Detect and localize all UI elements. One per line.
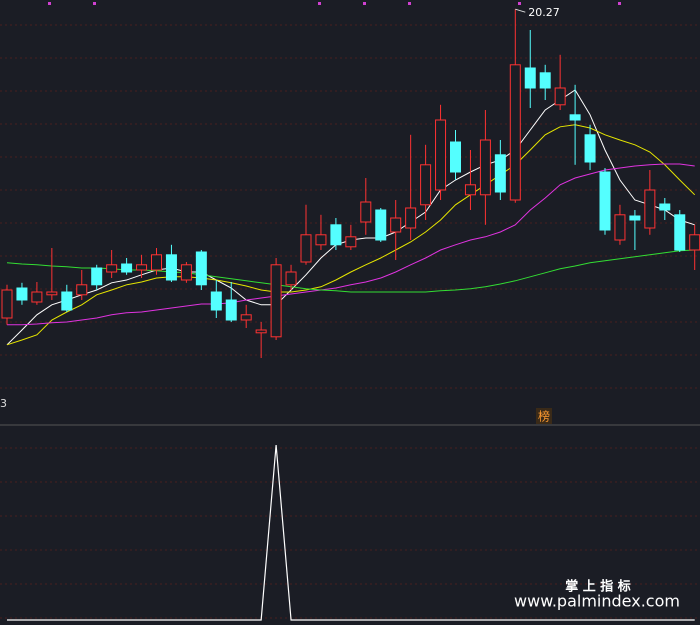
candle-body [569, 114, 581, 121]
candle-body [61, 291, 73, 311]
candle-body [46, 291, 58, 296]
candle-body [390, 217, 402, 233]
moving-average [7, 163, 695, 326]
candle-body [345, 236, 357, 248]
candle-body [300, 234, 312, 263]
candle-body [121, 263, 133, 273]
candle-body [240, 314, 252, 321]
candle-body [106, 264, 118, 273]
moving-average [6, 124, 696, 346]
candle-body [614, 214, 626, 241]
indicator-line [7, 444, 695, 621]
candle-body [1, 289, 13, 319]
candle-body [375, 209, 387, 241]
candle-body [689, 234, 700, 251]
candle-body [225, 299, 237, 321]
candle-body [91, 267, 103, 286]
candle-body [584, 134, 596, 163]
max-pointer [515, 8, 526, 13]
candle-body [315, 234, 327, 246]
candle-body [450, 141, 461, 173]
candle-body [16, 287, 28, 301]
candle-body [599, 171, 611, 231]
corner-label: 3 [0, 397, 7, 410]
candle-body [31, 291, 43, 303]
top-markers [48, 2, 621, 5]
candle-body [674, 214, 686, 251]
candle-body [644, 189, 656, 229]
max-label: 20.27 [528, 6, 560, 19]
candle-body [195, 251, 207, 286]
candle-body [136, 264, 148, 271]
candle-body [76, 284, 88, 296]
candle-body [479, 139, 491, 196]
candle-body [420, 164, 432, 206]
candle-body [464, 184, 476, 196]
candle-body [330, 224, 342, 246]
candle-body [285, 271, 297, 286]
candle-body [554, 87, 566, 106]
watermark-title: 掌 上 指 标 [565, 579, 631, 595]
candle-body [435, 119, 447, 191]
candle-body [255, 329, 267, 334]
candle-body [659, 203, 671, 211]
candle-body [509, 64, 521, 201]
tag-box [536, 408, 552, 424]
candle-body [165, 254, 177, 281]
candle-body [539, 72, 551, 89]
tag: 榜 [538, 409, 550, 424]
watermark-url: www.palmindex.com [514, 592, 680, 611]
candle-body [270, 264, 282, 338]
candle-body [360, 201, 372, 223]
candle-body [494, 154, 506, 193]
candle-body [524, 67, 536, 89]
candle-body [405, 207, 417, 229]
candle-body [180, 264, 192, 281]
candle-body [210, 291, 222, 311]
candle-body [151, 254, 162, 271]
candle-body [629, 215, 641, 221]
